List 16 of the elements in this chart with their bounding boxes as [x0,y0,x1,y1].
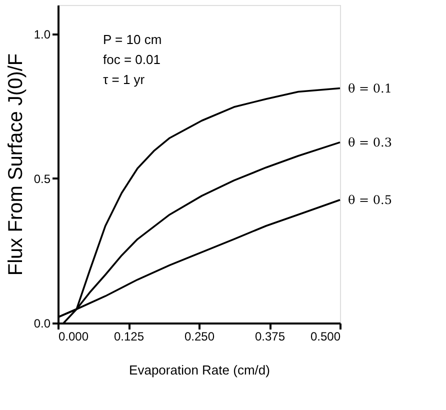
y-tick-label: 0.0 [34,316,51,330]
x-tick-label: 0.500 [310,330,341,344]
annotation: foc = 0.01 [103,52,160,67]
x-tick-label: 0.125 [114,330,144,344]
x-tick-label: 0.250 [184,330,215,344]
y-tick-label: 1.0 [34,27,51,42]
series-label: θ = 0.1 [348,81,392,96]
series-label: θ = 0.3 [348,135,392,150]
y-tick-label: 0.5 [34,172,51,186]
x-tick-label: 0.000 [58,330,89,344]
annotation: P = 10 cm [103,32,162,47]
series-label: θ = 0.5 [348,192,392,207]
y-axis-title: Flux From Surface J(0)/F [4,53,27,276]
annotation: τ = 1 yr [103,72,146,87]
x-axis-title: Evaporation Rate (cm/d) [129,362,270,378]
x-tick-label: 0.375 [254,330,286,344]
